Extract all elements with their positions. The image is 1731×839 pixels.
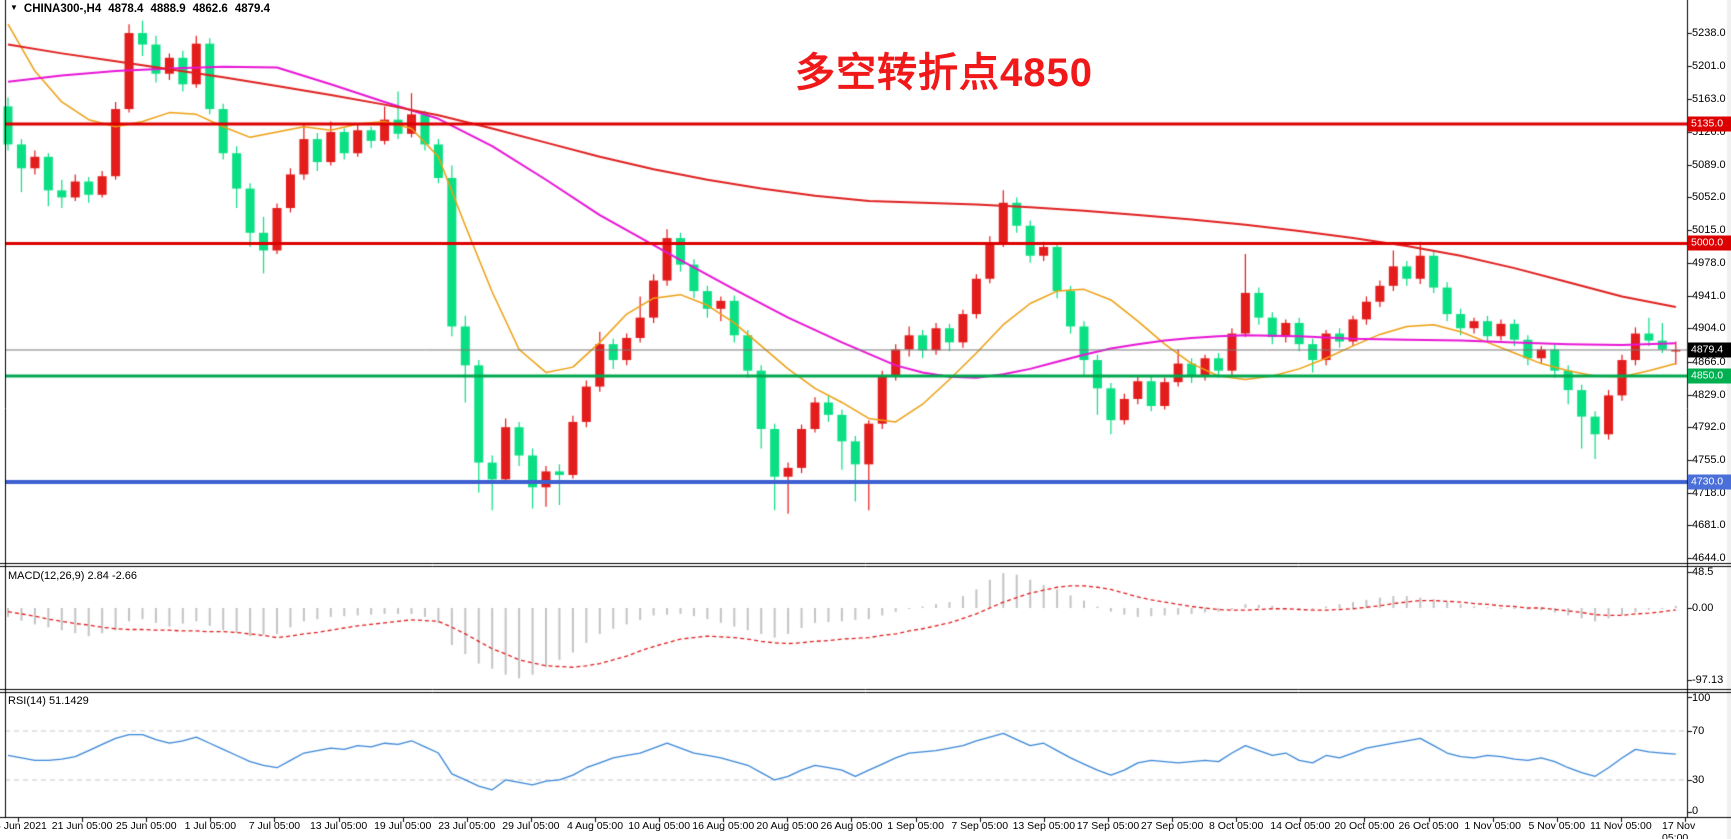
symbol-header: ▼ CHINA300-,H4 4878.4 4888.9 4862.6 4879.4 [10,3,270,15]
time-axis-label: 19 Jul 05:00 [374,820,432,832]
time-axis-label: 27 Sep 05:00 [1140,820,1204,832]
rsi-axis-label: 0 [1692,805,1699,817]
ohlc-open: 4878.4 [108,3,144,15]
time-axis-label: 1 Nov 05:00 [1464,820,1521,832]
price-level-badge-current-price: 4879.4 [1688,342,1731,358]
macd-axis-label: 48.5 [1692,566,1714,579]
macd-axis-label: -97.13 [1692,673,1724,686]
rsi-value: 51.1429 [48,695,89,707]
time-axis-label: 7 Sep 05:00 [951,820,1009,832]
time-axis-label: 7 Jul 05:00 [248,820,301,832]
macd-name: MACD(12,26,9) [8,570,85,582]
time-axis-label: 14 Oct 05:00 [1270,820,1331,832]
price-axis-label: 4978.0 [1692,256,1726,269]
ohlc-high: 4888.9 [150,3,186,15]
macd-axis-label: 0.00 [1692,602,1714,614]
price-level-badge-resistance: 5135.0 [1688,116,1731,132]
price-axis-label: 4792.0 [1692,421,1726,434]
price-axis-label: 4866.0 [1692,355,1726,368]
price-axis-label: 4941.0 [1692,289,1726,302]
time-axis-label: 1 Jul 05:00 [184,820,237,832]
time-axis-label: 21 Jun 05:00 [51,820,113,832]
price-axis-label: 5201.0 [1692,59,1726,72]
price-level-badge-pivot: 4850.0 [1688,368,1731,384]
price-axis-label: 5238.0 [1692,27,1726,40]
time-axis-label: 13 Sep 05:00 [1012,820,1076,832]
price-axis-label: 4681.0 [1692,519,1726,532]
time-axis-label: 16 Aug 05:00 [692,820,755,832]
price-level-badge-resistance: 5000.0 [1688,235,1731,251]
time-axis-label: 4 Aug 05:00 [567,820,624,832]
time-axis-label: 26 Aug 05:00 [820,820,883,832]
ohlc-low: 4862.6 [192,3,228,15]
price-axis-label: 5163.0 [1692,93,1726,106]
rsi-axis-label: 30 [1692,773,1705,786]
time-axis-label: 29 Jul 05:00 [502,820,560,832]
time-axis-label: 20 Aug 05:00 [756,820,819,832]
rsi-name: RSI(14) [8,695,46,707]
time-axis-label: 15 Jun 2021 [0,820,47,832]
symbol-dropdown-icon[interactable]: ▼ [10,3,18,12]
time-axis-label: 10 Aug 05:00 [628,820,691,832]
macd-values: 2.84 -2.66 [87,570,138,582]
annotation-text: 多空转折点4850 [795,51,1093,95]
time-axis-label: 11 Nov 05:00 [1590,820,1652,832]
time-axis-label: 8 Oct 05:00 [1209,820,1264,832]
price-level-badge-support: 4730.0 [1688,474,1731,490]
ohlc-close: 4879.4 [234,3,270,15]
time-axis-label: 1 Sep 05:00 [887,820,944,832]
price-axis-label: 4644.0 [1692,552,1726,565]
symbol-timeframe-label: CHINA300-,H4 [23,3,102,15]
price-axis-label: 4755.0 [1692,453,1726,466]
time-axis-label: 25 Jun 05:00 [115,820,177,832]
time-axis-label: 13 Jul 05:00 [309,820,368,832]
price-axis-label: 4829.0 [1692,388,1726,401]
rsi-axis-label: 70 [1692,724,1705,737]
price-axis-label: 5089.0 [1692,158,1726,171]
time-axis-label: 17 Nov 05:00 [1661,820,1696,839]
time-axis-label: 23 Jul 05:00 [438,820,496,832]
time-axis-label: 5 Nov 05:00 [1528,820,1586,832]
time-axis-label: 20 Oct 05:00 [1334,820,1395,832]
macd-label: MACD(12,26,9) 2.84 -2.66 [8,570,137,582]
time-axis-label: 26 Oct 05:00 [1398,820,1459,832]
price-axis-label: 4904.0 [1692,322,1726,335]
time-axis-label: 17 Sep 05:00 [1076,820,1140,832]
price-axis-label: 4718.0 [1692,486,1726,499]
price-axis-label: 5052.0 [1692,191,1726,204]
price-axis-label: 5015.0 [1692,224,1726,237]
rsi-axis-label: 100 [1692,692,1711,704]
rsi-label: RSI(14) 51.1429 [8,695,89,707]
